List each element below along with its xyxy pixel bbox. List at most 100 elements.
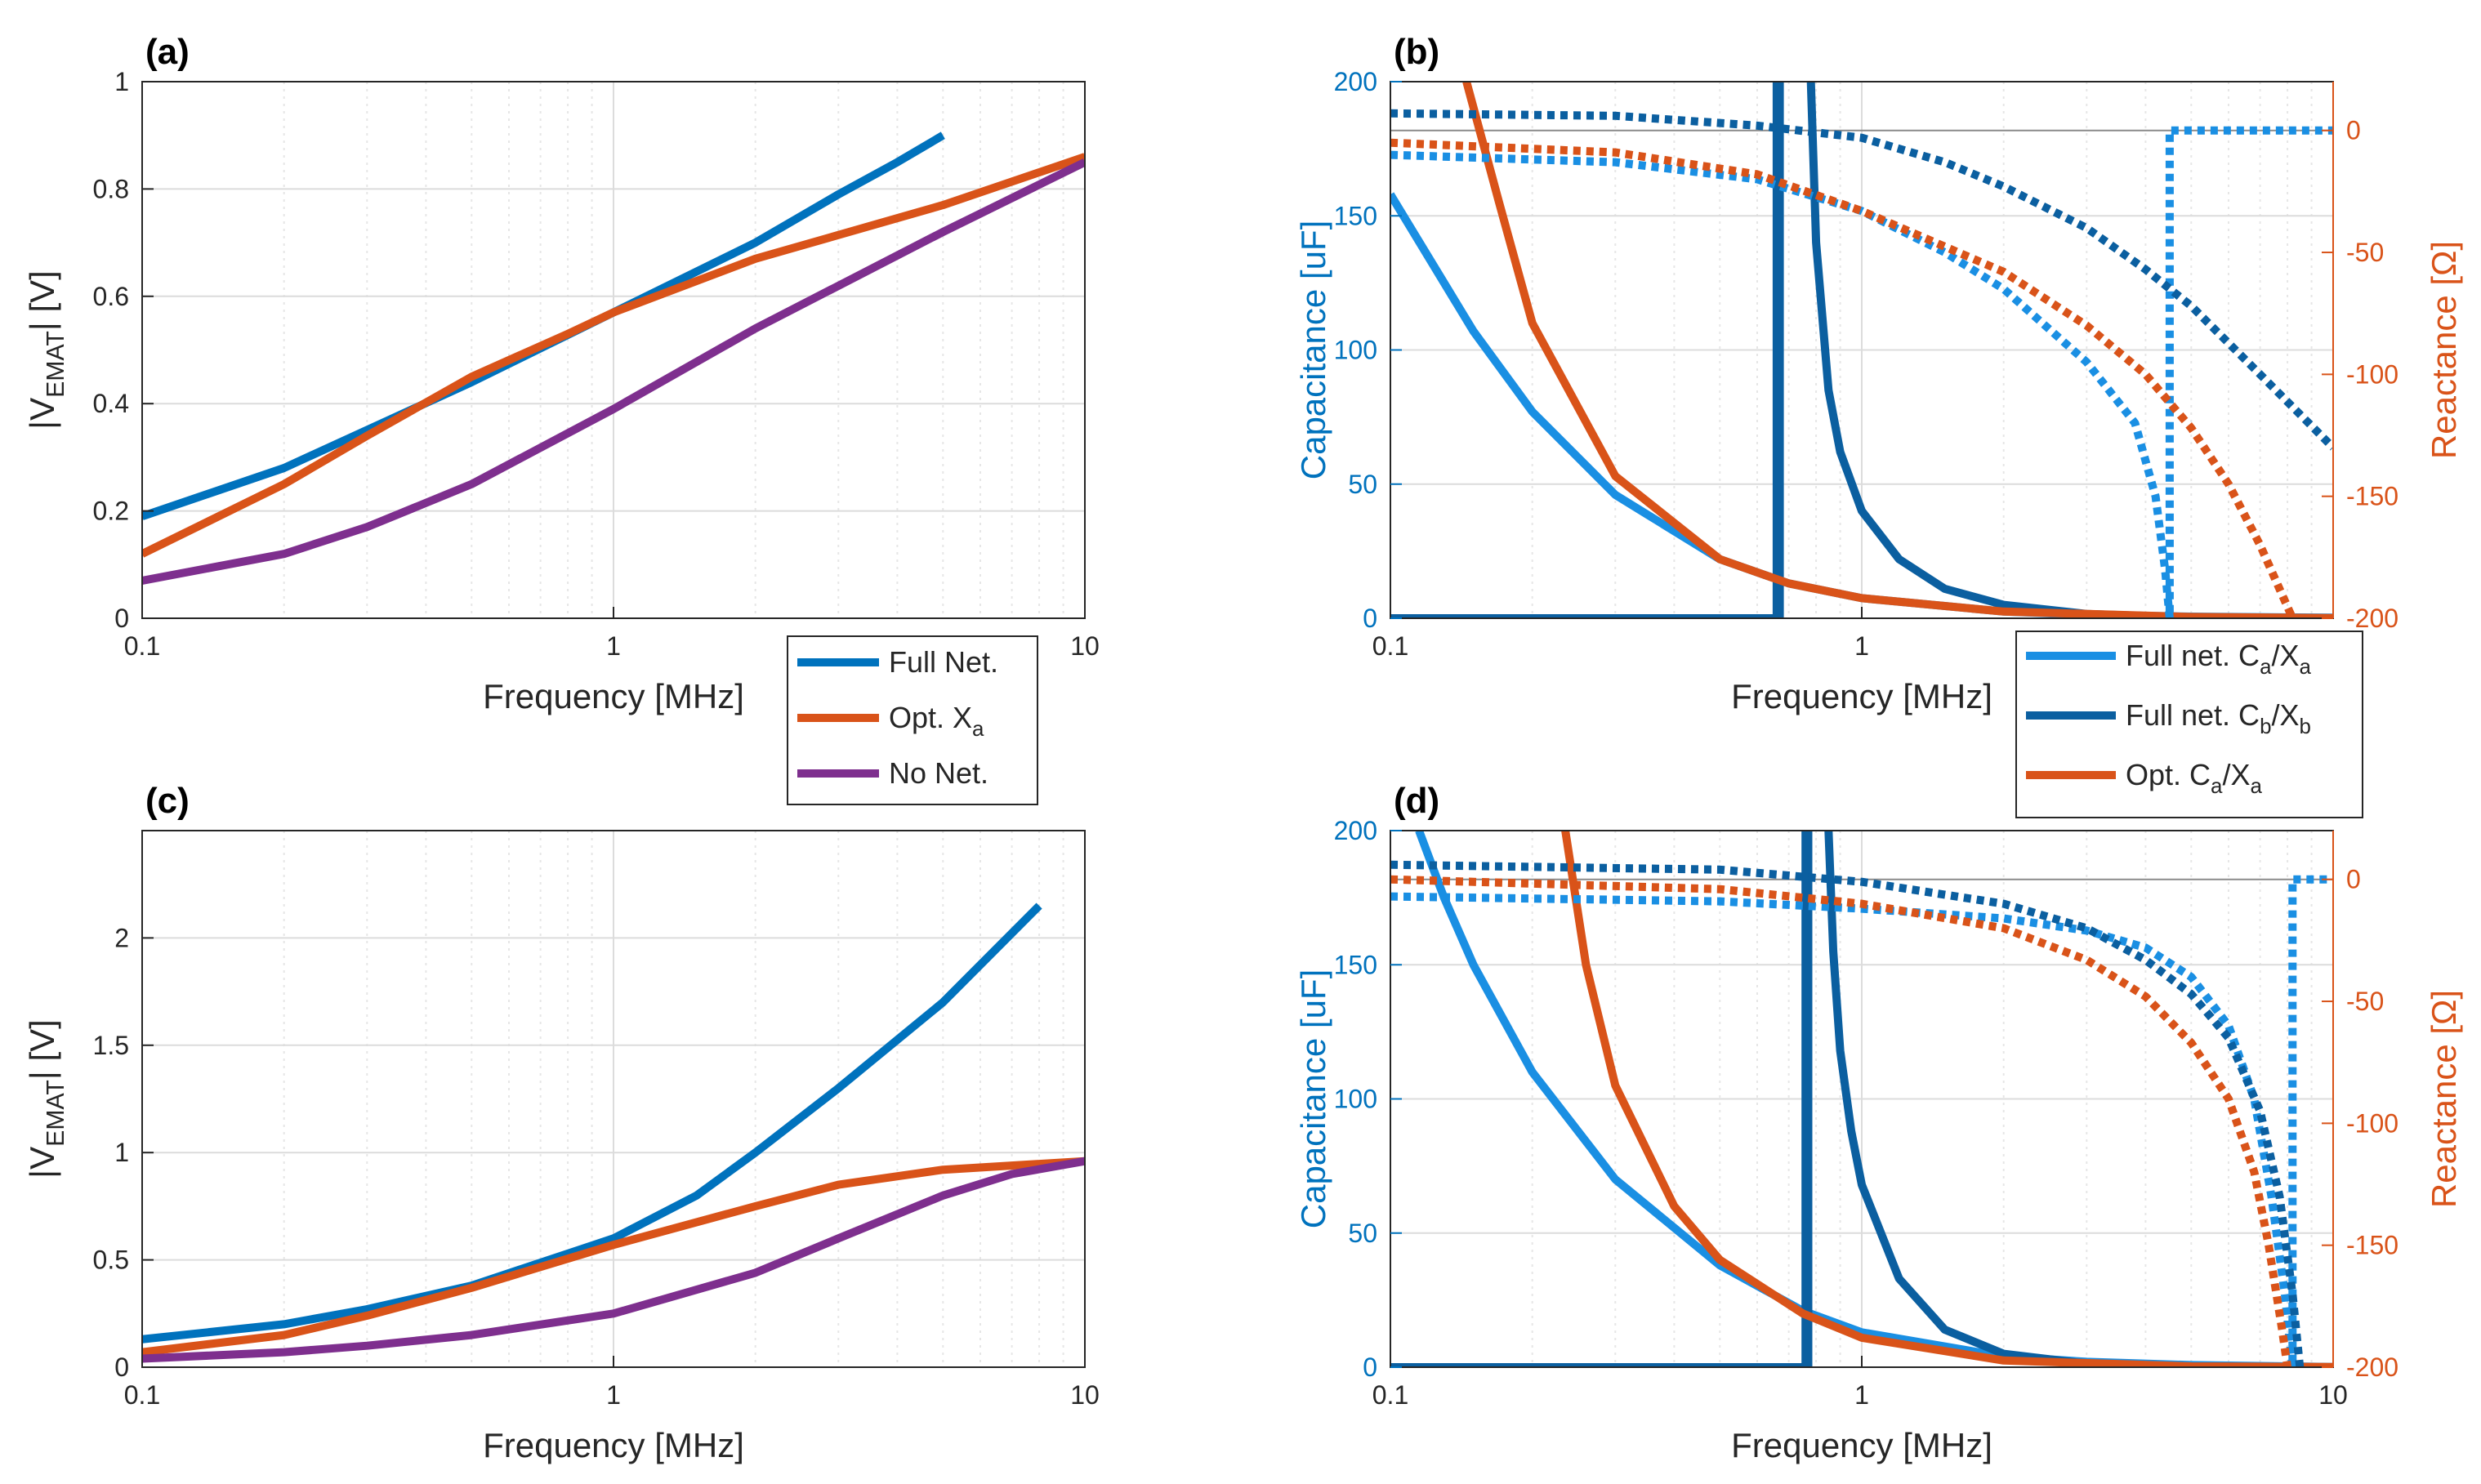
x-tick-label: 10 [1070,1380,1100,1410]
x-axis: 0.1 1 10 Frequency [MHz] [124,1356,1100,1464]
subscript-part: a [2300,656,2312,679]
subscript-part: b [2300,715,2311,738]
series-line-full-net-x-a [1390,126,2333,618]
x-tick-label: 1 [1854,631,1869,661]
series-line-full-net-x-b [1390,860,2305,1367]
label-part: Full net. C [2126,698,2260,732]
label-part: Full net. C [2126,639,2260,672]
label-part: | [V] [23,1019,61,1080]
label-part: No Net. [889,756,988,790]
y2-axis-label: Reactance [Ω] [2425,241,2463,459]
y-tick-label: 200 [1334,67,1377,96]
y2-tick-label: -200 [2346,1353,2398,1382]
y-axis: 0 0.2 0.4 0.6 0.8 1 |VEMAT| [V] [23,67,154,633]
y2-tick-label: 0 [2346,865,2361,894]
y-tick-label: 2 [114,923,129,952]
label-part: |V [23,398,61,430]
legend-item: Full net. Ca/Xa [2026,639,2312,679]
series-line-opt-x-a [1390,875,2292,1367]
y-tick-label: 0.5 [93,1246,129,1275]
x-tick-label: 1 [1854,1380,1869,1410]
x-tick-label: 1 [606,1380,621,1410]
legend-item: No Net. [797,756,988,790]
series-line-no-net- [142,1156,1085,1363]
y-tick-label: 0.8 [93,174,129,203]
y-tick-label: 0 [1363,604,1377,633]
x-axis: 0.1 1 10 Frequency [MHz] [1372,1356,2348,1464]
panel-label: (a) [145,32,190,72]
x-axis: 0.1 1 10 Frequency [MHz] [124,607,1100,715]
series-line-no-net- [142,158,1085,585]
x-tick-label: 1 [606,631,621,661]
y-tick-label: 50 [1348,1219,1377,1248]
y-tick-label: 0.2 [93,497,129,526]
series-line-full-net- [142,131,945,520]
y-axis-label: Capacitance [uF] [1294,221,1332,480]
y2-tick-label: -150 [2346,1231,2398,1260]
x-tick-label: 0.1 [1372,1380,1408,1410]
y-tick-label: 150 [1334,201,1377,230]
subscript-part: a [972,718,984,741]
subscript-part: b [2260,715,2271,738]
legend: Full Net. Opt. Xa No Net. [787,635,1038,805]
y-axis-label: |VEMAT| [V] [23,1019,69,1179]
x-tick-label: 10 [2318,1380,2348,1410]
y2-axis: 0 -50 -100 -150 -200 Reactance [Ω] [2322,82,2463,633]
y2-tick-label: -50 [2346,987,2384,1016]
series-line-opt-x-a [1390,138,2296,618]
x-axis-label: Frequency [MHz] [483,1426,744,1464]
x-axis-label: Frequency [MHz] [483,677,744,715]
y-tick-label: 100 [1334,336,1377,365]
series-group [142,902,1085,1363]
y-axis-label: Capacitance [uF] [1294,969,1332,1229]
series-line-opt-c-a [1462,82,2333,618]
y-tick-label: 100 [1334,1085,1377,1114]
y-tick-label: 0 [114,1353,129,1382]
legend-label: Opt. Xa [889,701,984,741]
y-tick-label: 150 [1334,950,1377,979]
y-tick-label: 1 [114,67,129,96]
chart-panel-d: 0.1 1 10 Frequency [MHz] 0 50 100 150 200 Capacit… [1294,781,2463,1464]
label-part: /X [2271,698,2299,732]
legend-item: Opt. Xa [797,701,984,741]
subscript-part: EMAT [42,331,69,398]
y2-tick-label: -200 [2346,604,2398,633]
y2-tick-label: -50 [2346,238,2384,267]
chart-panel-a: 0.1 1 10 Frequency [MHz] 0 0.2 0.4 0.6 0.8 1 |VEMA… [23,32,1100,715]
y2-axis-label: Reactance [Ω] [2425,990,2463,1208]
legend-item: Full Net. [797,645,998,679]
chart-panel-c: 0.1 1 10 Frequency [MHz] 0 0.5 1 1.5 2 |VEMAT| [V… [23,781,1100,1464]
label-part: Full Net. [889,645,998,679]
x-tick-label: 10 [1070,631,1100,661]
x-tick-label: 0.1 [1372,631,1408,661]
y2-tick-label: -150 [2346,482,2398,511]
label-part: Opt. C [2126,758,2211,791]
subscript-part: a [2250,775,2262,798]
legend-label: Full net. Cb/Xb [2126,698,2311,738]
label-part: | [V] [23,270,61,331]
series-line-opt-x-a [142,153,1085,558]
x-tick-label: 0.1 [124,1380,160,1410]
y-axis: 0 50 100 150 200 Capacitance [uF] [1294,67,1402,633]
legend-label: Full net. Ca/Xa [2126,639,2312,679]
series-group [1390,82,2333,618]
series-group [142,131,1085,585]
y-tick-label: 0 [1363,1353,1377,1382]
y2-axis: 0 -50 -100 -150 -200 Reactance [Ω] [2322,831,2463,1382]
x-axis-label: Frequency [MHz] [1731,1426,1992,1464]
x-tick-label: 0.1 [124,631,160,661]
legend-label: No Net. [889,756,988,790]
y-tick-label: 200 [1334,816,1377,845]
y2-tick-label: 0 [2346,116,2361,145]
legend-label: Opt. Ca/Xa [2126,758,2262,798]
y-axis: 0 0.5 1 1.5 2 |VEMAT| [V] [23,923,154,1382]
series-line-full-net-x-a [1390,875,2333,1367]
subscript-part: a [2211,775,2223,798]
series-group [1390,831,2333,1367]
panel-label: (c) [145,781,190,821]
series-line-opt-c-a [1561,831,2333,1367]
series-line-full-net-x-b [1390,109,2333,451]
